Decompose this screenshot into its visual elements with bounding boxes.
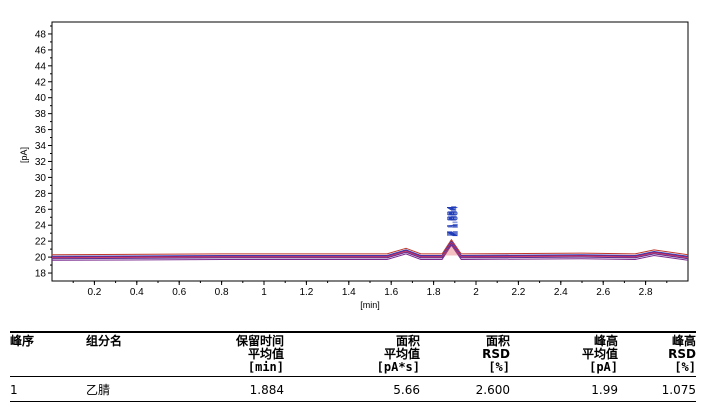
x-tick-label: 0.4	[130, 287, 144, 298]
header-line: 平均值	[247, 347, 284, 361]
y-axis-label: [pA]	[19, 147, 29, 163]
cell-retention-time: 1.884	[194, 376, 284, 402]
y-tick-label: 40	[35, 93, 47, 104]
x-tick-label: 2.2	[511, 287, 525, 298]
header-line: 面积	[395, 334, 420, 348]
x-tick-label: 1.8	[427, 287, 441, 298]
chromatogram-chart: 0.2 0.4 0.6 0.8 1 1.2 1.4 1.6 1.8 2 2.2 2.4 2.6 2.8 1…	[19, 21, 689, 310]
col-area: 面积 平均值 [pA*s]	[284, 331, 420, 377]
header-unit: [%]	[488, 360, 510, 374]
x-tick-label: 2.4	[554, 287, 568, 298]
header-line: 平均值	[383, 347, 420, 361]
header-unit: [pA]	[589, 360, 618, 374]
header-line: 组分名	[86, 334, 123, 348]
y-tick-label: 28	[35, 189, 47, 200]
header-line: 保留时间	[235, 334, 284, 348]
x-tick-label: 2.8	[639, 287, 653, 298]
x-tick-label: 0.6	[172, 287, 186, 298]
header-line: 峰高	[671, 334, 696, 348]
col-retention-time: 保留时间 平均值 [min]	[194, 331, 284, 377]
y-tick-label: 36	[35, 125, 47, 136]
y-tick-label: 26	[35, 205, 47, 216]
y-tick-label: 32	[35, 157, 47, 168]
col-height: 峰高 平均值 [pA]	[510, 331, 618, 377]
peak-label: Z 1.884	[448, 206, 458, 237]
y-tick-label: 30	[35, 173, 47, 184]
peak-integration-area	[442, 245, 462, 256]
trace-line-5	[51, 243, 689, 260]
header-line: RSD	[482, 347, 510, 361]
col-height-rsd: 峰高 RSD [%]	[618, 331, 696, 377]
x-tick-label: 1.6	[384, 287, 398, 298]
y-tick-label: 18	[35, 269, 47, 280]
col-peak-no: 峰序	[10, 331, 86, 377]
cell-height-rsd: 1.075	[618, 376, 696, 402]
y-tick-label: 44	[35, 61, 47, 72]
col-component: 组分名	[86, 331, 194, 377]
x-tick-label: 1.4	[342, 287, 356, 298]
header-unit: [min]	[247, 360, 284, 374]
cell-component: 乙腈	[86, 376, 194, 402]
header-line: 平均值	[581, 347, 618, 361]
y-tick-label: 34	[35, 141, 47, 152]
y-tick-label: 46	[35, 45, 47, 56]
y-tick-label: 24	[35, 221, 47, 232]
peak-label: Z 1.884	[446, 206, 456, 237]
x-tick-label: 0.8	[215, 287, 229, 298]
x-axis-label: [min]	[360, 300, 380, 310]
header-line: 峰序	[10, 334, 35, 348]
cell-peak-no: 1	[10, 376, 86, 402]
x-tick-label: 1.2	[299, 287, 313, 298]
peak-label: Z 1.884	[445, 206, 455, 237]
header-unit: [%]	[674, 360, 696, 374]
trace-line-1	[51, 239, 689, 256]
x-axis-ticks: 0.2 0.4 0.6 0.8 1 1.2 1.4 1.6 1.8 2 2.2 2.4 2.6 2.8	[72, 281, 668, 298]
header-line: 峰高	[593, 334, 618, 348]
y-tick-label: 20	[35, 253, 47, 264]
y-tick-label: 38	[35, 109, 47, 120]
x-tick-label: 2.6	[596, 287, 610, 298]
header-line: RSD	[668, 347, 696, 361]
chromatogram-traces	[51, 239, 689, 261]
y-tick-label: 42	[35, 77, 47, 88]
x-tick-label: 2	[473, 287, 479, 298]
cell-area: 5.66	[284, 376, 420, 402]
x-tick-label: 1	[261, 287, 267, 298]
cell-area-rsd: 2.600	[420, 376, 510, 402]
header-unit: [pA*s]	[376, 360, 420, 374]
peak-label: Z 1.884	[449, 206, 459, 237]
trace-line-6	[51, 244, 689, 261]
peak-label: Z 1.884	[450, 206, 460, 237]
cell-height: 1.99	[510, 376, 618, 402]
y-axis-ticks: 18 20 22 24 26 28 30 32 34 36 38 40 42 44 46 48	[35, 25, 52, 280]
col-area-rsd: 面积 RSD [%]	[420, 331, 510, 377]
header-line: 面积	[485, 334, 510, 348]
table-row: 1 乙腈 1.884 5.66 2.600 1.99 1.075	[10, 376, 696, 402]
x-tick-label: 0.2	[87, 287, 101, 298]
y-tick-label: 48	[35, 29, 47, 40]
table-header-row: 峰序 组分名 保留时间 平均值 [min] 面积 平均值 [pA*s] 面积 R…	[10, 331, 696, 377]
plot-area	[51, 21, 689, 282]
peak-results-table: 峰序 组分名 保留时间 平均值 [min] 面积 平均值 [pA*s] 面积 R…	[10, 331, 696, 402]
y-tick-label: 22	[35, 237, 47, 248]
